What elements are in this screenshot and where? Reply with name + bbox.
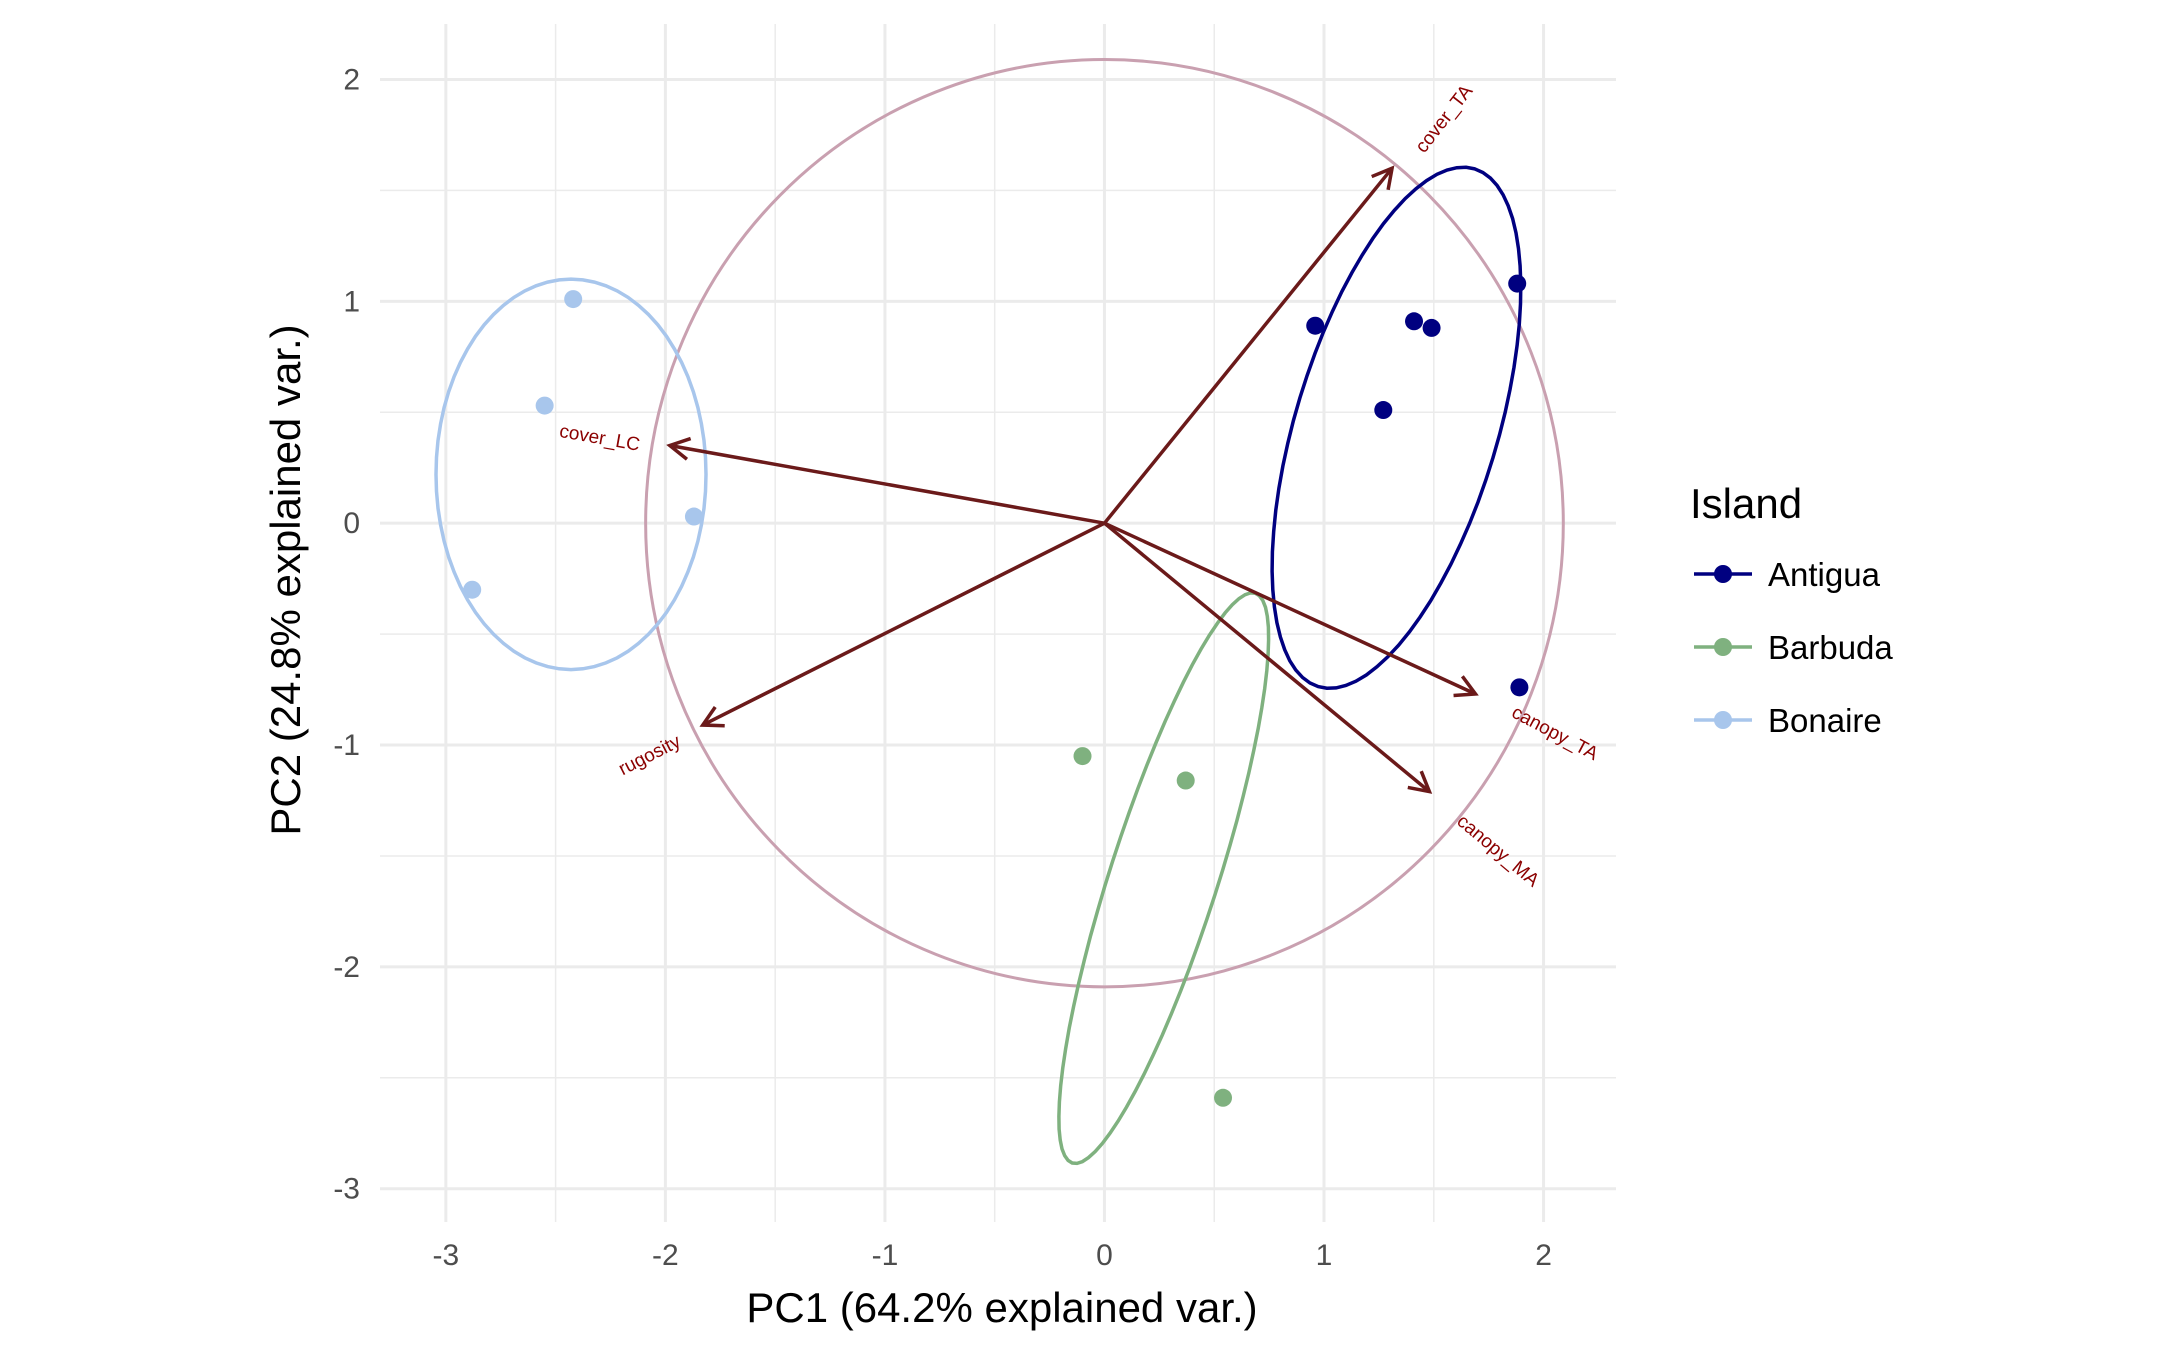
- loading-label-canopy-TA: canopy_TA: [1508, 702, 1602, 765]
- ellipse-antigua: [1270, 165, 1523, 690]
- point-bonaire: [535, 396, 554, 415]
- data-points: [463, 274, 1529, 1107]
- point-barbuda: [1073, 747, 1092, 766]
- x-axis-title: PC1 (64.2% explained var.): [746, 1284, 1257, 1331]
- x-tick-label: 2: [1535, 1239, 1552, 1272]
- y-tick-label: -1: [333, 729, 360, 762]
- loading-label-cover-LC: cover_LC: [558, 421, 642, 456]
- correlation-circle-layer: [644, 57, 1565, 989]
- legend-key-point: [1714, 565, 1732, 583]
- point-bonaire: [463, 580, 482, 599]
- x-tick-label: -3: [433, 1239, 460, 1272]
- legend-title: Island: [1690, 480, 1802, 527]
- arrowhead: [699, 705, 725, 728]
- arrowhead: [1407, 770, 1433, 794]
- loading-label-rugosity: rugosity: [615, 731, 684, 780]
- legend-label-bonaire: Bonaire: [1768, 702, 1882, 739]
- x-tick-label: 1: [1316, 1239, 1333, 1272]
- x-tick-label: -2: [652, 1239, 679, 1272]
- y-tick-label: 2: [343, 63, 360, 96]
- y-tick-label: -2: [333, 951, 360, 984]
- grid: [380, 24, 1616, 1222]
- y-tick-label: -3: [333, 1173, 360, 1206]
- y-tick-label: 1: [343, 285, 360, 318]
- point-bonaire: [564, 290, 583, 309]
- x-tick-label: -1: [872, 1239, 899, 1272]
- correlation-circle: [644, 57, 1565, 989]
- arrow-rugosity: [701, 521, 1106, 727]
- point-antigua: [1422, 318, 1441, 337]
- point-barbuda: [1176, 771, 1195, 790]
- point-antigua: [1405, 312, 1424, 331]
- loading-label-canopy-MA: canopy_MA: [1453, 811, 1544, 892]
- ellipse-layer: [434, 165, 1523, 1166]
- loading-label-cover-TA: cover_TA: [1412, 81, 1478, 157]
- arrow-canopy-TA: [1103, 521, 1477, 696]
- tick-labels: -3 -2 -1 0 1 2 -3 -2 -1 0 1 2: [333, 63, 1552, 1272]
- point-bonaire: [684, 507, 703, 526]
- arrowhead: [666, 436, 692, 461]
- ellipse-bonaire: [434, 277, 708, 672]
- legend-key-point: [1714, 711, 1732, 729]
- legend-label-antigua: Antigua: [1768, 556, 1881, 593]
- point-antigua: [1374, 401, 1393, 420]
- y-axis-title: PC2 (24.8% explained var.): [262, 324, 309, 835]
- arrowhead: [1453, 675, 1479, 698]
- point-antigua: [1306, 316, 1325, 335]
- arrow-cover-LC: [669, 443, 1105, 525]
- point-barbuda: [1214, 1088, 1233, 1107]
- y-tick-label: 0: [343, 507, 360, 540]
- legend: Island Antigua Barbuda Bonaire: [1690, 480, 1893, 739]
- point-antigua: [1510, 678, 1529, 697]
- arrowhead: [1371, 165, 1395, 191]
- arrow-cover-TA: [1103, 167, 1394, 525]
- loading-arrows: [666, 165, 1479, 794]
- ellipse-barbuda: [1057, 591, 1271, 1166]
- x-tick-label: 0: [1096, 1239, 1113, 1272]
- point-antigua: [1508, 274, 1527, 293]
- legend-label-barbuda: Barbuda: [1768, 629, 1893, 666]
- legend-key-point: [1714, 638, 1732, 656]
- arrow-canopy-MA: [1103, 521, 1431, 793]
